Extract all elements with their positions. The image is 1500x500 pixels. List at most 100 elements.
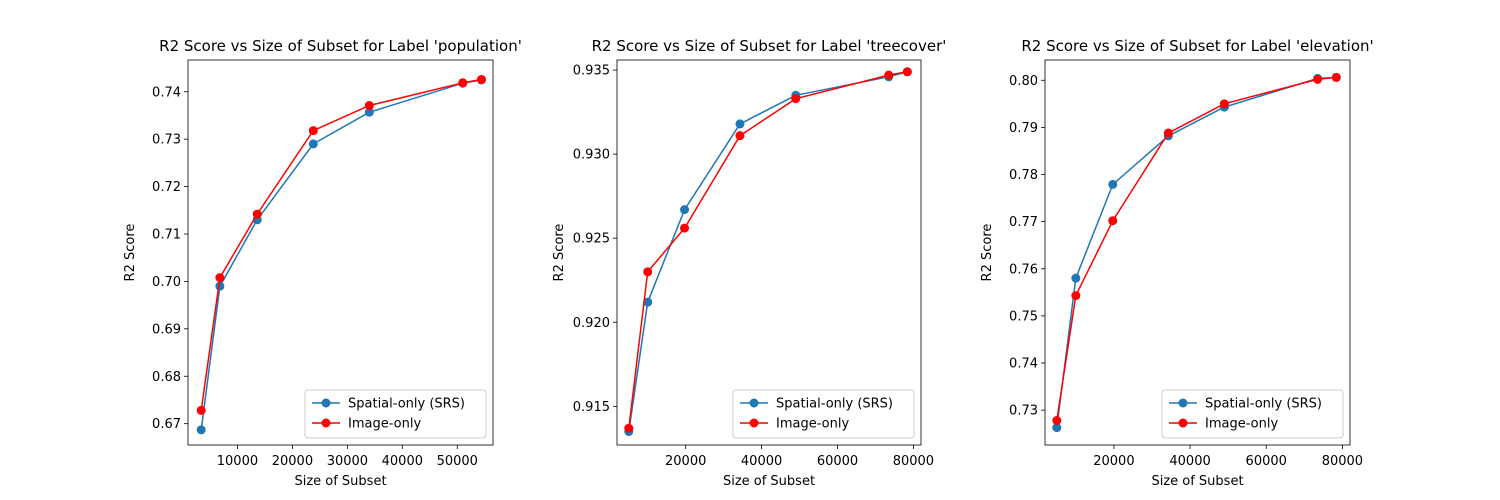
y-tick-label: 0.73	[152, 133, 181, 148]
chart-panel-2: R2 Score vs Size of Subset for Label 'tr…	[552, 37, 946, 489]
x-axis-label: Size of Subset	[294, 474, 386, 489]
data-point	[1052, 423, 1062, 433]
x-tick-label: 10000	[217, 454, 258, 469]
x-tick-label: 80000	[1322, 454, 1363, 469]
data-point	[215, 273, 225, 283]
legend-marker	[749, 398, 759, 408]
chart-panel-3: R2 Score vs Size of Subset for Label 'el…	[980, 37, 1374, 489]
y-tick-label: 0.920	[573, 316, 610, 331]
data-point	[196, 425, 206, 435]
y-tick-label: 0.76	[1009, 262, 1038, 277]
chart-title: R2 Score vs Size of Subset for Label 'tr…	[592, 37, 947, 55]
data-point	[624, 423, 634, 433]
axes-frame	[1044, 59, 1351, 446]
x-tick-label: 60000	[1246, 454, 1287, 469]
y-tick-label: 0.77	[1009, 215, 1038, 230]
data-point	[1331, 72, 1341, 82]
y-tick-label: 0.79	[1009, 121, 1038, 136]
chart-title: R2 Score vs Size of Subset for Label 'el…	[1021, 37, 1373, 55]
x-tick-label: 40000	[1169, 454, 1210, 469]
data-point	[308, 126, 318, 136]
data-point	[1108, 216, 1118, 226]
y-tick-label: 0.67	[152, 417, 181, 432]
legend-box	[732, 389, 915, 439]
x-tick-label: 30000	[327, 454, 368, 469]
y-tick-label: 0.70	[152, 275, 181, 290]
data-point	[308, 139, 318, 149]
chart-title: R2 Score vs Size of Subset for Label 'po…	[159, 37, 522, 55]
data-point	[680, 205, 690, 215]
y-tick-label: 0.69	[152, 322, 181, 337]
data-point	[1108, 179, 1118, 189]
y-tick-label: 0.72	[152, 180, 181, 195]
x-tick-label: 80000	[893, 454, 934, 469]
x-tick-label: 50000	[437, 454, 478, 469]
legend-label: Spatial-only (SRS)	[348, 397, 465, 412]
y-tick-label: 0.78	[1009, 168, 1038, 183]
legend-box	[1161, 389, 1344, 439]
data-point	[902, 67, 912, 77]
data-point	[1071, 273, 1081, 283]
x-tick-label: 60000	[817, 454, 858, 469]
legend-marker	[749, 418, 759, 428]
data-point	[791, 94, 801, 104]
y-tick-label: 0.74	[1009, 357, 1038, 372]
data-point	[1071, 291, 1081, 301]
series-line-1	[200, 79, 482, 430]
data-point	[476, 74, 486, 84]
series-line-2	[1056, 76, 1337, 421]
legend: Spatial-only (SRS) Image-only	[304, 389, 487, 439]
data-point	[884, 70, 894, 80]
axes-frame	[616, 59, 922, 446]
data-point	[643, 297, 653, 307]
y-tick-label: 0.930	[573, 148, 610, 163]
legend-label: Spatial-only (SRS)	[1205, 397, 1322, 412]
data-point	[680, 223, 690, 233]
chart-panel-1: R2 Score vs Size of Subset for Label 'po…	[123, 37, 522, 489]
y-tick-label: 0.915	[573, 400, 610, 415]
x-tick-label: 20000	[272, 454, 313, 469]
axes-frame	[187, 59, 494, 446]
legend-marker	[321, 398, 331, 408]
data-point	[735, 131, 745, 141]
data-point	[1219, 99, 1229, 109]
legend-label: Image-only	[1205, 417, 1278, 432]
data-point	[643, 267, 653, 277]
x-tick-label: 40000	[382, 454, 423, 469]
data-point	[458, 78, 468, 88]
y-tick-label: 0.71	[152, 228, 181, 243]
y-tick-label: 0.75	[1009, 309, 1038, 324]
series-line-2	[628, 71, 908, 429]
x-axis-label: Size of Subset	[723, 474, 815, 489]
data-point	[735, 119, 745, 129]
y-axis-label: R2 Score	[552, 224, 567, 282]
y-tick-label: 0.73	[1009, 404, 1038, 419]
x-tick-label: 20000	[1093, 454, 1134, 469]
legend-box	[304, 389, 487, 439]
legend-marker	[1178, 418, 1188, 428]
legend-marker	[1178, 398, 1188, 408]
data-point	[1163, 128, 1173, 138]
series-line-1	[628, 71, 908, 432]
legend-marker	[321, 418, 331, 428]
x-tick-label: 40000	[741, 454, 782, 469]
legend-label: Spatial-only (SRS)	[776, 397, 893, 412]
data-point	[364, 107, 374, 117]
x-tick-label: 20000	[665, 454, 706, 469]
data-point	[1052, 415, 1062, 425]
y-tick-label: 0.68	[152, 370, 181, 385]
y-tick-label: 0.935	[573, 64, 610, 79]
legend: Spatial-only (SRS) Image-only	[1161, 389, 1344, 439]
y-axis-label: R2 Score	[980, 224, 995, 282]
data-point	[252, 209, 262, 219]
data-point	[1313, 74, 1323, 84]
data-point	[364, 101, 374, 111]
legend-label: Image-only	[348, 417, 421, 432]
series-line-1	[1056, 76, 1337, 428]
y-tick-label: 0.925	[573, 232, 610, 247]
y-tick-label: 0.80	[1009, 74, 1038, 89]
x-axis-label: Size of Subset	[1151, 474, 1243, 489]
data-point	[196, 405, 206, 415]
y-axis-label: R2 Score	[123, 224, 138, 282]
